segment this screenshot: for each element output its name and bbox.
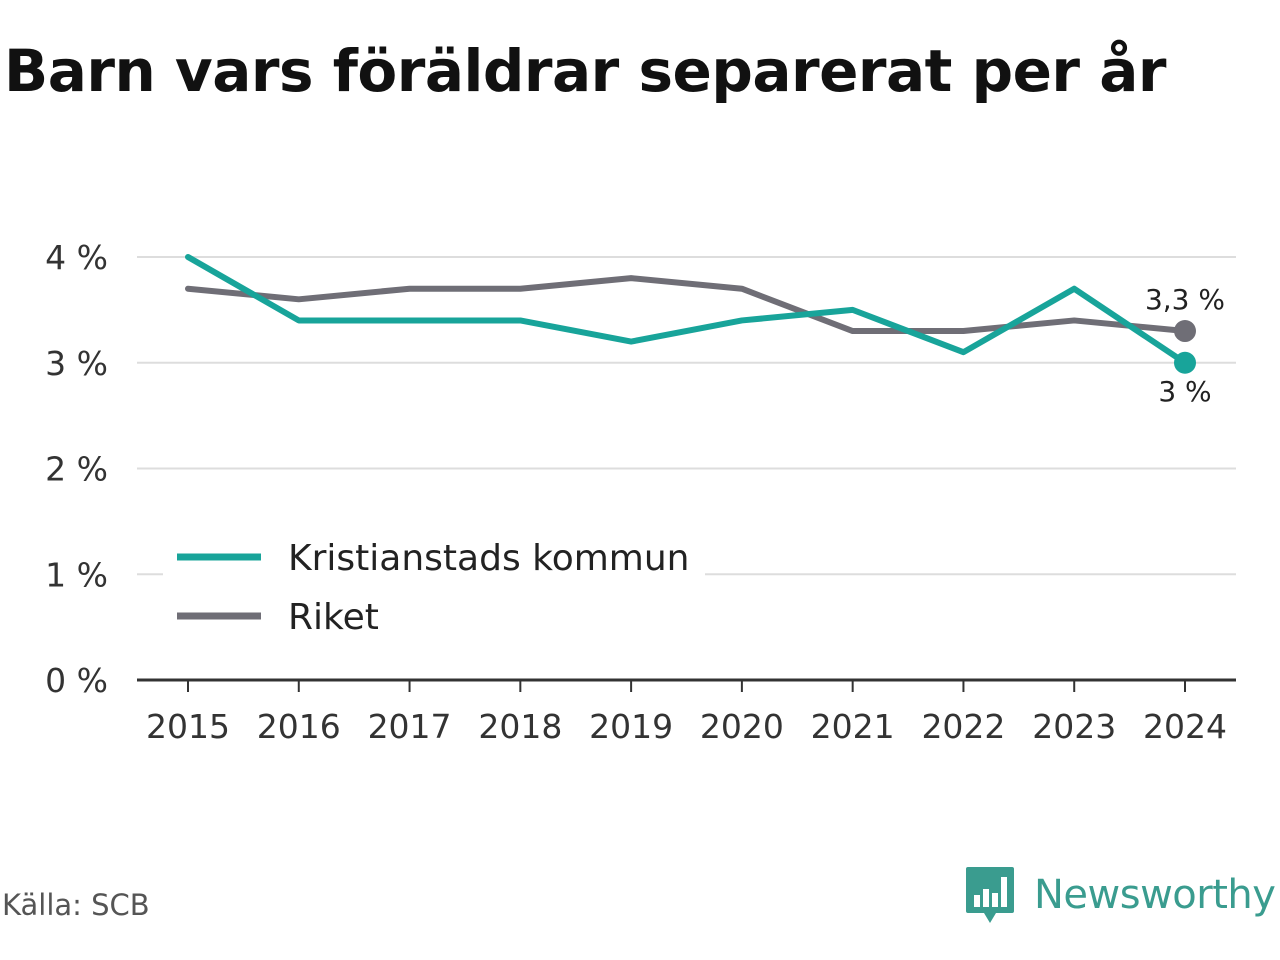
legend-label: Riket (288, 597, 379, 638)
x-tick-label: 2023 (1032, 707, 1116, 746)
chart-title: Barn vars föräldrar separerat per år (4, 37, 1166, 105)
x-tick-label: 2022 (921, 707, 1005, 746)
x-axis: 2015 2016 2017 2018 2019 2020 2021 2022 2023 2024 (137, 678, 1236, 746)
end-value-label: 3 % (1158, 375, 1211, 408)
end-value-label: 3,3 % (1145, 283, 1225, 316)
newsworthy-logo: Newsworthy (964, 865, 1276, 925)
source-note: Källa: SCB (2, 888, 150, 922)
brand-name: Newsworthy (1034, 872, 1276, 918)
end-labels: 3 % 3,3 % (1145, 283, 1225, 408)
end-point (1174, 351, 1196, 374)
x-tick-label: 2017 (368, 707, 452, 746)
x-tick-label: 2015 (146, 707, 230, 746)
x-tick-label: 2018 (478, 707, 562, 746)
series-line (185, 254, 1188, 366)
y-tick-label: 0 % (45, 661, 108, 700)
x-tick-label: 2016 (257, 707, 341, 746)
legend: Kristianstads kommun Riket (163, 526, 705, 648)
x-tick-label: 2020 (700, 707, 784, 746)
legend-background (163, 526, 705, 648)
series-lines (185, 254, 1196, 374)
y-tick-label: 2 % (45, 450, 108, 489)
series-line (185, 275, 1188, 335)
y-tick-label: 1 % (45, 555, 108, 594)
end-point (1174, 320, 1196, 343)
y-axis-ticks: 0 % 1 % 2 % 3 % 4 % (45, 238, 108, 700)
y-tick-label: 4 % (45, 238, 108, 277)
bar-chart-bubble-icon (966, 867, 1014, 923)
y-tick-label: 3 % (45, 344, 108, 383)
x-tick-label: 2024 (1143, 707, 1227, 746)
x-tick-label: 2019 (589, 707, 673, 746)
legend-label: Kristianstads kommun (288, 538, 690, 579)
x-tick-label: 2021 (811, 707, 895, 746)
